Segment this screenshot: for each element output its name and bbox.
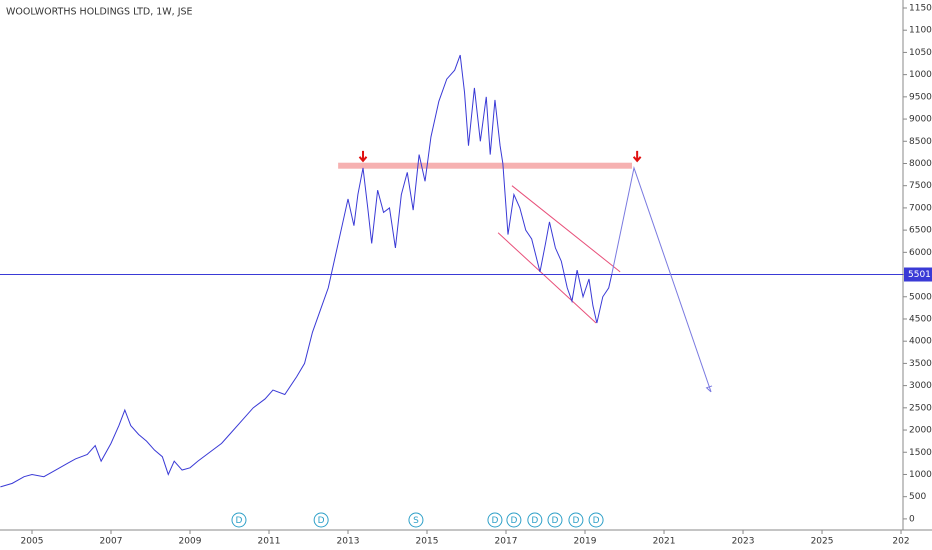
event-label: D	[572, 516, 579, 526]
y-tick-label: 9000	[909, 115, 932, 125]
y-tick-label: 11000	[909, 26, 932, 36]
price-label-bg	[904, 267, 932, 282]
y-tick-label: 500	[909, 492, 926, 502]
event-label: D	[510, 516, 517, 526]
x-tick-label: 2025	[811, 537, 834, 547]
y-tick-label: 11500	[909, 3, 932, 13]
y-tick-label: 10000	[909, 70, 932, 80]
y-tick-label: 8500	[909, 137, 932, 147]
arrow-marker	[632, 150, 642, 163]
y-tick-label: 8000	[909, 159, 932, 169]
x-tick-label: 2009	[179, 537, 202, 547]
x-tick-label: 2015	[416, 537, 439, 547]
y-tick-label: 6500	[909, 226, 932, 236]
chart-title: WOOLWORTHS HOLDINGS LTD, 1W, JSE	[6, 7, 193, 18]
y-tick-label: 0	[909, 514, 915, 524]
y-tick-label: 4500	[909, 314, 932, 324]
event-label: S	[413, 516, 419, 526]
x-tick-label: 2011	[258, 537, 281, 547]
event-badge	[568, 512, 584, 528]
price-series	[0, 54, 613, 488]
arrow-marker	[358, 150, 368, 163]
y-tick-label: 4000	[909, 337, 932, 347]
x-tick-label: 2021	[653, 537, 676, 547]
y-tick-label: 7500	[909, 181, 932, 191]
y-tick-label: 10500	[909, 48, 932, 58]
event-label: D	[593, 516, 600, 526]
x-tick-label: 2017	[495, 537, 518, 547]
event-badge	[506, 512, 522, 528]
event-badge	[527, 512, 543, 528]
channel-line	[497, 232, 597, 324]
event-badge	[588, 512, 604, 528]
x-tick-label: 2005	[21, 537, 44, 547]
y-tick-label: 2500	[909, 403, 932, 413]
x-tick-label: 2019	[574, 537, 597, 547]
event-badge	[408, 512, 424, 528]
y-tick-label: 9500	[909, 92, 932, 102]
projection-line	[611, 166, 712, 392]
event-label: D	[531, 516, 538, 526]
event-label: D	[552, 516, 559, 526]
y-tick-label: 1000	[909, 470, 932, 480]
x-tick-label: 202	[892, 537, 909, 547]
y-tick-label: 1500	[909, 448, 932, 458]
x-tick-label: 2007	[100, 537, 123, 547]
y-tick-label: 6000	[909, 248, 932, 258]
projection-arrowhead	[705, 385, 713, 393]
event-badge	[487, 512, 503, 528]
x-tick-label: 2023	[732, 537, 755, 547]
event-label: D	[318, 516, 325, 526]
resistance-band	[338, 162, 633, 169]
event-badge	[547, 512, 563, 528]
price-label: 5501	[908, 270, 931, 280]
x-tick-label: 2013	[337, 537, 360, 547]
event-label: D	[491, 516, 498, 526]
event-label: D	[236, 516, 243, 526]
event-badge	[231, 512, 247, 528]
y-tick-label: 2000	[909, 426, 932, 436]
y-tick-label: 3000	[909, 381, 932, 391]
channel-line	[511, 185, 621, 273]
y-tick-label: 3500	[909, 359, 932, 369]
y-tick-label: 7000	[909, 203, 932, 213]
event-badge	[313, 512, 329, 528]
y-tick-label: 5000	[909, 292, 932, 302]
